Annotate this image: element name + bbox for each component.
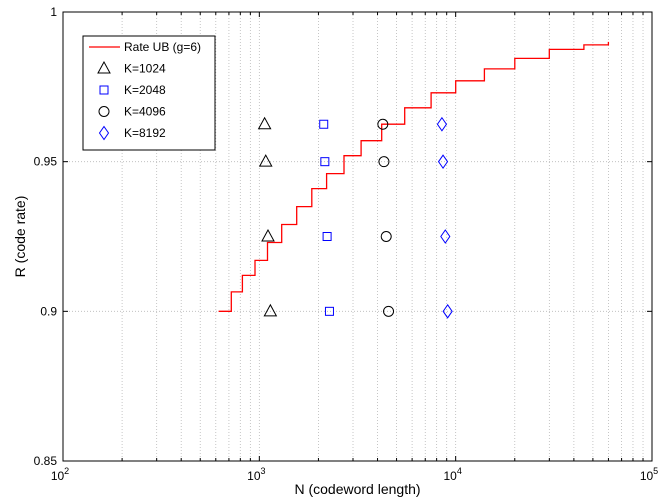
marker-k-1024 xyxy=(257,116,272,130)
x-tick-label: 103 xyxy=(247,466,265,483)
marker-k-8192 xyxy=(440,229,451,244)
marker-k-4096 xyxy=(380,231,392,242)
legend-marker xyxy=(98,106,110,117)
x-tick-label: 104 xyxy=(443,466,461,483)
marker-k-2048 xyxy=(324,306,334,316)
rate-ub-curve xyxy=(218,41,610,312)
ticks xyxy=(62,11,653,462)
legend-label: K=4096 xyxy=(124,105,166,119)
x-tick-label: 105 xyxy=(640,466,658,483)
y-tick-label: 1 xyxy=(50,5,57,19)
legend-label: K=2048 xyxy=(124,83,166,97)
rate-ub-curve-layer xyxy=(218,41,610,312)
legend-label: Rate UB (g=6) xyxy=(124,40,201,54)
legend-marker xyxy=(98,125,110,141)
legend-box xyxy=(82,35,216,151)
grid xyxy=(63,12,652,461)
plot-frame xyxy=(62,11,653,462)
legend: Rate UB (g=6) K=1024 K=2048 K=4096 K=8192 xyxy=(82,35,216,151)
marker-k-2048 xyxy=(320,157,330,167)
marker-k-4096 xyxy=(378,156,390,168)
legend-label: K=1024 xyxy=(124,62,166,76)
x-tick-label-base: 10 xyxy=(443,469,457,483)
marker-k-2048 xyxy=(322,232,332,241)
legend-label: K=8192 xyxy=(124,126,166,140)
x-axis-label: N (codeword length) xyxy=(294,481,420,497)
x-tick-label-exponent: 3 xyxy=(261,466,266,476)
y-tick-label: 0.95 xyxy=(34,155,58,169)
marker-k-8192 xyxy=(442,303,453,319)
y-axis-label: R (code rate) xyxy=(12,196,28,278)
x-tick-label-exponent: 4 xyxy=(457,466,462,476)
marker-k-8192 xyxy=(437,154,449,170)
marker-k-1024 xyxy=(261,228,275,242)
marker-layer xyxy=(257,116,453,319)
x-tick-label-exponent: 5 xyxy=(653,466,658,476)
marker-k-2048 xyxy=(319,119,329,129)
y-tick-label: 0.9 xyxy=(40,304,57,318)
legend-marker xyxy=(97,60,111,74)
marker-k-4096 xyxy=(383,305,395,317)
x-tick-label-base: 10 xyxy=(51,469,65,483)
marker-k-1024 xyxy=(258,154,273,167)
y-tick-label: 0.85 xyxy=(34,454,58,468)
legend-marker xyxy=(99,85,109,95)
marker-k-8192 xyxy=(436,116,448,132)
marker-k-1024 xyxy=(263,303,278,317)
x-tick-label-base: 10 xyxy=(640,469,654,483)
x-tick-label-exponent: 2 xyxy=(64,466,69,476)
x-tick-label-base: 10 xyxy=(247,469,261,483)
x-tick-label: 102 xyxy=(51,466,69,483)
marker-k-4096 xyxy=(377,118,389,130)
